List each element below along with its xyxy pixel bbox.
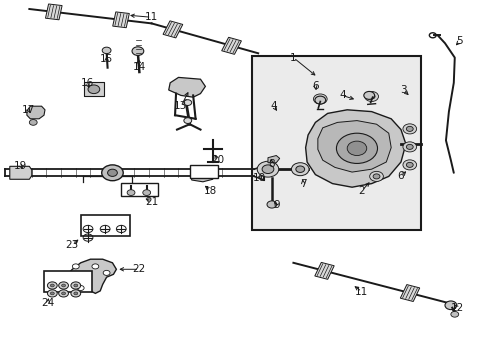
Circle shape xyxy=(183,118,191,123)
Circle shape xyxy=(406,126,412,131)
Circle shape xyxy=(59,282,68,289)
Circle shape xyxy=(266,201,276,208)
Text: 4: 4 xyxy=(270,101,277,111)
Text: 9: 9 xyxy=(272,200,279,210)
Text: 5: 5 xyxy=(455,36,462,46)
Text: 1: 1 xyxy=(289,53,296,63)
Circle shape xyxy=(316,96,323,102)
Text: 21: 21 xyxy=(144,197,158,207)
Text: 22: 22 xyxy=(132,264,146,274)
Polygon shape xyxy=(67,259,116,293)
Text: 12: 12 xyxy=(449,303,463,313)
Text: 13: 13 xyxy=(174,101,187,111)
Polygon shape xyxy=(10,166,32,179)
Circle shape xyxy=(74,292,78,295)
Circle shape xyxy=(88,85,100,94)
Circle shape xyxy=(59,290,68,297)
Polygon shape xyxy=(305,110,405,187)
Circle shape xyxy=(71,282,81,289)
Polygon shape xyxy=(163,21,183,38)
Text: 6: 6 xyxy=(311,81,318,91)
Circle shape xyxy=(92,264,99,269)
Circle shape xyxy=(127,190,135,195)
Text: 10: 10 xyxy=(252,173,265,183)
Circle shape xyxy=(77,285,84,291)
Circle shape xyxy=(29,120,37,125)
Circle shape xyxy=(102,165,123,181)
Circle shape xyxy=(363,91,374,99)
Circle shape xyxy=(71,290,81,297)
Circle shape xyxy=(406,144,412,149)
Bar xyxy=(121,183,158,196)
Circle shape xyxy=(336,133,377,163)
Polygon shape xyxy=(400,284,419,302)
Polygon shape xyxy=(314,262,333,279)
Circle shape xyxy=(295,166,304,172)
Polygon shape xyxy=(27,106,45,119)
Circle shape xyxy=(74,284,78,287)
Polygon shape xyxy=(267,156,279,163)
Text: 20: 20 xyxy=(211,155,224,165)
Text: 24: 24 xyxy=(41,298,55,308)
Circle shape xyxy=(262,165,273,174)
Circle shape xyxy=(372,174,379,179)
Circle shape xyxy=(406,162,412,167)
Circle shape xyxy=(450,311,458,317)
Circle shape xyxy=(314,96,325,104)
Circle shape xyxy=(364,91,378,102)
Circle shape xyxy=(47,282,57,289)
Bar xyxy=(44,271,92,292)
Polygon shape xyxy=(221,37,241,54)
Circle shape xyxy=(402,142,416,152)
Circle shape xyxy=(346,141,366,156)
Circle shape xyxy=(50,284,54,287)
Circle shape xyxy=(50,292,54,295)
Text: 14: 14 xyxy=(132,62,146,72)
Polygon shape xyxy=(113,12,129,28)
Polygon shape xyxy=(168,77,205,97)
Circle shape xyxy=(61,284,65,287)
Text: 2: 2 xyxy=(358,186,365,196)
Polygon shape xyxy=(45,4,62,20)
Bar xyxy=(81,215,129,236)
Bar xyxy=(251,56,420,230)
Text: 8: 8 xyxy=(267,159,274,169)
Text: 11: 11 xyxy=(354,287,368,297)
Text: 6: 6 xyxy=(397,171,404,181)
Bar xyxy=(189,165,218,178)
Circle shape xyxy=(47,290,57,297)
Text: 18: 18 xyxy=(203,186,217,196)
Bar xyxy=(84,82,103,96)
Text: 19: 19 xyxy=(14,161,27,171)
Text: 7: 7 xyxy=(299,179,306,189)
Circle shape xyxy=(367,94,374,99)
Text: 11: 11 xyxy=(144,12,158,22)
Polygon shape xyxy=(190,168,215,182)
Text: 23: 23 xyxy=(65,240,79,250)
Text: 17: 17 xyxy=(21,105,35,115)
Circle shape xyxy=(142,190,150,195)
Text: 16: 16 xyxy=(80,78,94,88)
Circle shape xyxy=(402,160,416,170)
Circle shape xyxy=(369,171,383,181)
Circle shape xyxy=(291,163,308,176)
Circle shape xyxy=(61,292,65,295)
Circle shape xyxy=(402,124,416,134)
Circle shape xyxy=(444,301,456,310)
Circle shape xyxy=(107,169,117,176)
Polygon shape xyxy=(317,121,390,172)
Text: 3: 3 xyxy=(399,85,406,95)
Text: 15: 15 xyxy=(100,54,113,64)
Circle shape xyxy=(132,47,143,55)
Circle shape xyxy=(72,264,79,269)
Circle shape xyxy=(183,100,191,105)
Circle shape xyxy=(313,94,326,104)
Circle shape xyxy=(102,47,111,54)
Circle shape xyxy=(103,270,110,275)
Text: 4: 4 xyxy=(338,90,345,100)
Circle shape xyxy=(257,161,278,177)
